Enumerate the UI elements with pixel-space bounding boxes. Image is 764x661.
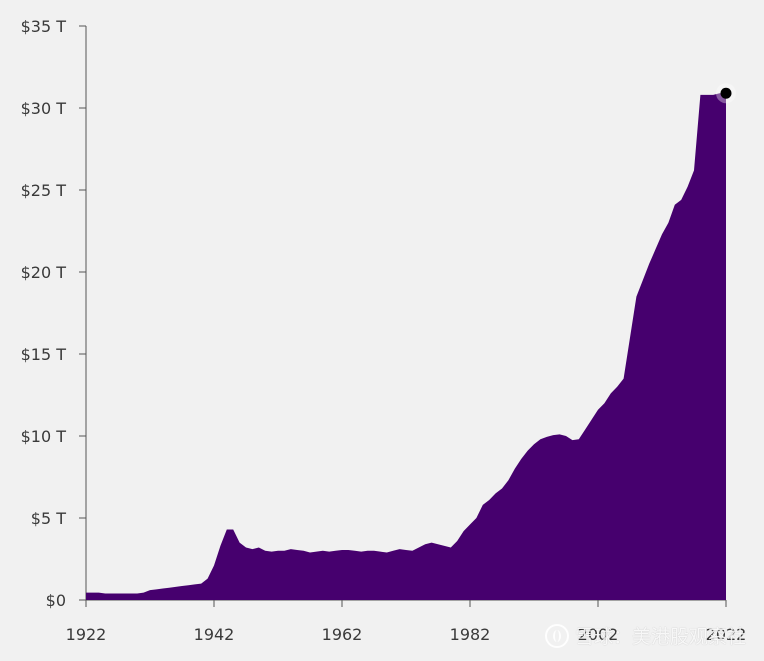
y-tick-label: $15 T (21, 345, 67, 364)
x-tick-label: 2022 (706, 625, 747, 644)
marker-point (720, 87, 732, 99)
x-tick-label: 1922 (66, 625, 107, 644)
y-tick-label: $30 T (21, 99, 67, 118)
y-axis: $0 $5 T $10 T $15 T $20 T $25 T $30 T $35 T (21, 17, 87, 610)
y-tick-label: $35 T (21, 17, 67, 36)
y-tick-label: $20 T (21, 263, 67, 282)
y-tick-label: $10 T (21, 427, 67, 446)
x-tick-label: 2002 (578, 625, 619, 644)
latest-value-marker[interactable] (716, 83, 736, 104)
x-axis: 1922 1942 1962 1982 2002 2022 (66, 599, 747, 644)
y-tick-label: $25 T (21, 181, 67, 200)
x-tick-label: 1982 (450, 625, 491, 644)
y-tick-label: $5 T (31, 509, 66, 528)
x-tick-label: 1942 (194, 625, 235, 644)
y-tick-label: $0 (46, 591, 66, 610)
x-tick-label: 1962 (322, 625, 363, 644)
debt-area-series (86, 93, 726, 601)
